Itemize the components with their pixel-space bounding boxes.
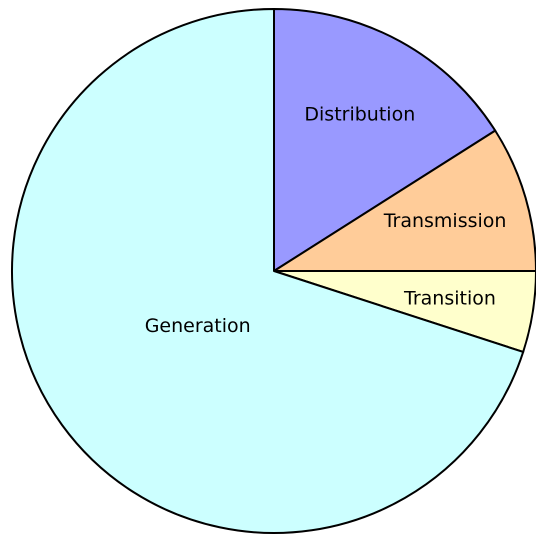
slice-label: Transition [403,287,496,309]
slice-label: Transmission [383,210,507,232]
pie-slice [273,8,497,272]
pie-slice [11,8,525,534]
slice-label: Distribution [304,103,415,125]
slice-label: Generation [145,315,251,337]
